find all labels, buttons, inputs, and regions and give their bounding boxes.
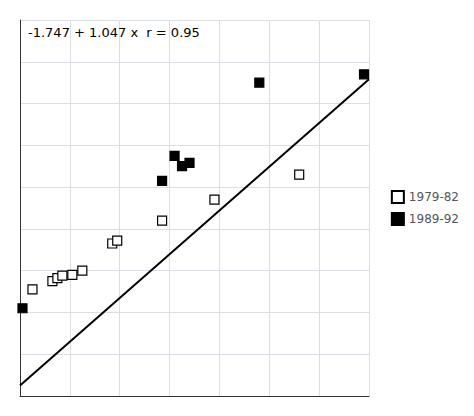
svg-text:1979-82: 1979-82 bbox=[409, 190, 459, 204]
svg-text:1989-92: 1989-92 bbox=[409, 212, 459, 226]
svg-text:-1.747 + 1.047 x r = 0.95: -1.747 + 1.047 x r = 0.95 bbox=[28, 25, 200, 40]
